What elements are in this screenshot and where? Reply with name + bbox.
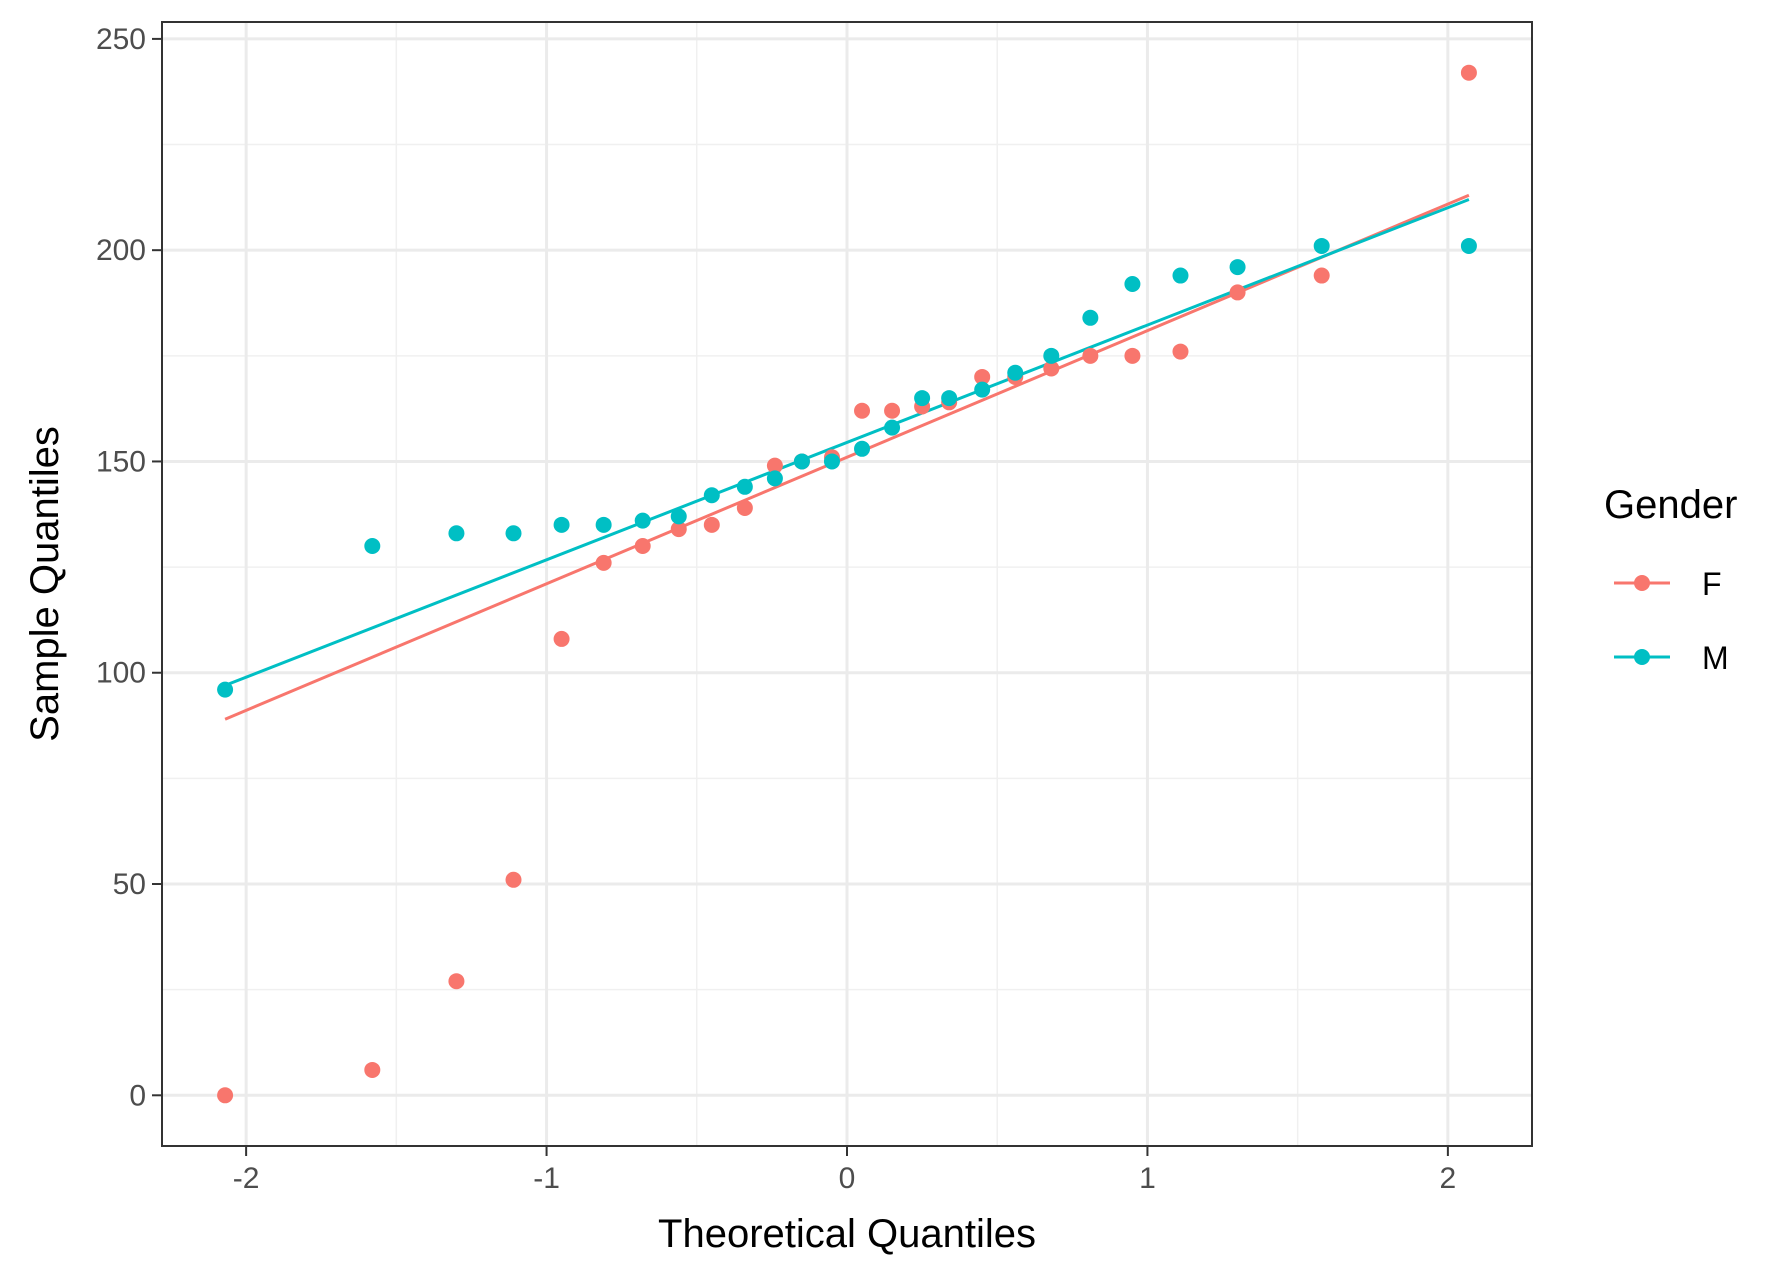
x-axis-title: Theoretical Quantiles [658, 1212, 1036, 1256]
point-f [1043, 360, 1060, 377]
point-m [553, 516, 570, 533]
point-m [1082, 309, 1099, 326]
y-tick-label: 250 [96, 23, 146, 56]
point-f [670, 521, 687, 538]
point-m [703, 487, 720, 504]
point-m [823, 453, 840, 470]
legend-item-f: F [1614, 566, 1722, 602]
legend-key-point [1634, 649, 1650, 665]
legend-item-m: M [1614, 640, 1729, 676]
point-f [884, 402, 901, 419]
y-tick-label: 100 [96, 657, 146, 690]
point-f [364, 1061, 381, 1078]
point-f [766, 457, 783, 474]
legend-label: M [1702, 640, 1729, 676]
x-tick-label: 0 [839, 1162, 856, 1195]
legend-title: Gender [1604, 483, 1737, 527]
point-f [1229, 284, 1246, 301]
point-f [1172, 343, 1189, 360]
reference-line-m [224, 198, 1470, 687]
point-m [1007, 364, 1024, 381]
point-m [448, 525, 465, 542]
point-f [1460, 64, 1477, 81]
data-points [217, 64, 1477, 1104]
point-m [793, 453, 810, 470]
legend: Gender F M [1604, 483, 1737, 676]
x-tick-label: -2 [233, 1162, 260, 1195]
point-m [634, 512, 651, 529]
y-tick-label: 200 [96, 234, 146, 267]
y-axis-title: Sample Quantiles [23, 426, 67, 742]
point-m [1229, 259, 1246, 276]
point-m [217, 681, 234, 698]
point-m [595, 516, 612, 533]
point-f [974, 368, 991, 385]
y-axis: 0 50 100 150 200 250 [96, 23, 162, 1112]
point-m [766, 470, 783, 487]
point-f [595, 554, 612, 571]
x-tick-label: -1 [533, 1162, 560, 1195]
y-tick-label: 0 [129, 1079, 146, 1112]
point-m [854, 440, 871, 457]
point-f [505, 871, 522, 888]
point-f [1082, 347, 1099, 364]
point-m [884, 419, 901, 436]
y-tick-label: 50 [113, 868, 146, 901]
x-axis: -2 -1 0 1 2 [233, 1146, 1456, 1195]
point-m [505, 525, 522, 542]
point-f [854, 402, 871, 419]
point-m [364, 537, 381, 554]
point-f [448, 973, 465, 990]
point-m [941, 390, 958, 407]
point-m [670, 508, 687, 525]
point-m [1124, 275, 1141, 292]
point-f [1124, 347, 1141, 364]
legend-label: F [1702, 566, 1722, 602]
point-f [634, 537, 651, 554]
point-f [217, 1087, 234, 1104]
point-m [914, 390, 931, 407]
x-tick-label: 1 [1139, 1162, 1156, 1195]
point-m [1460, 237, 1477, 254]
point-f [553, 630, 570, 647]
point-f [736, 499, 753, 516]
point-m [1172, 267, 1189, 284]
point-m [974, 381, 991, 398]
legend-key-point [1634, 575, 1650, 591]
reference-line-f [224, 193, 1470, 721]
point-f [1313, 267, 1330, 284]
x-tick-label: 2 [1440, 1162, 1457, 1195]
y-tick-label: 150 [96, 445, 146, 478]
point-f [703, 516, 720, 533]
point-m [1043, 347, 1060, 364]
point-m [736, 478, 753, 495]
point-m [1313, 237, 1330, 254]
reference-lines [224, 193, 1470, 721]
